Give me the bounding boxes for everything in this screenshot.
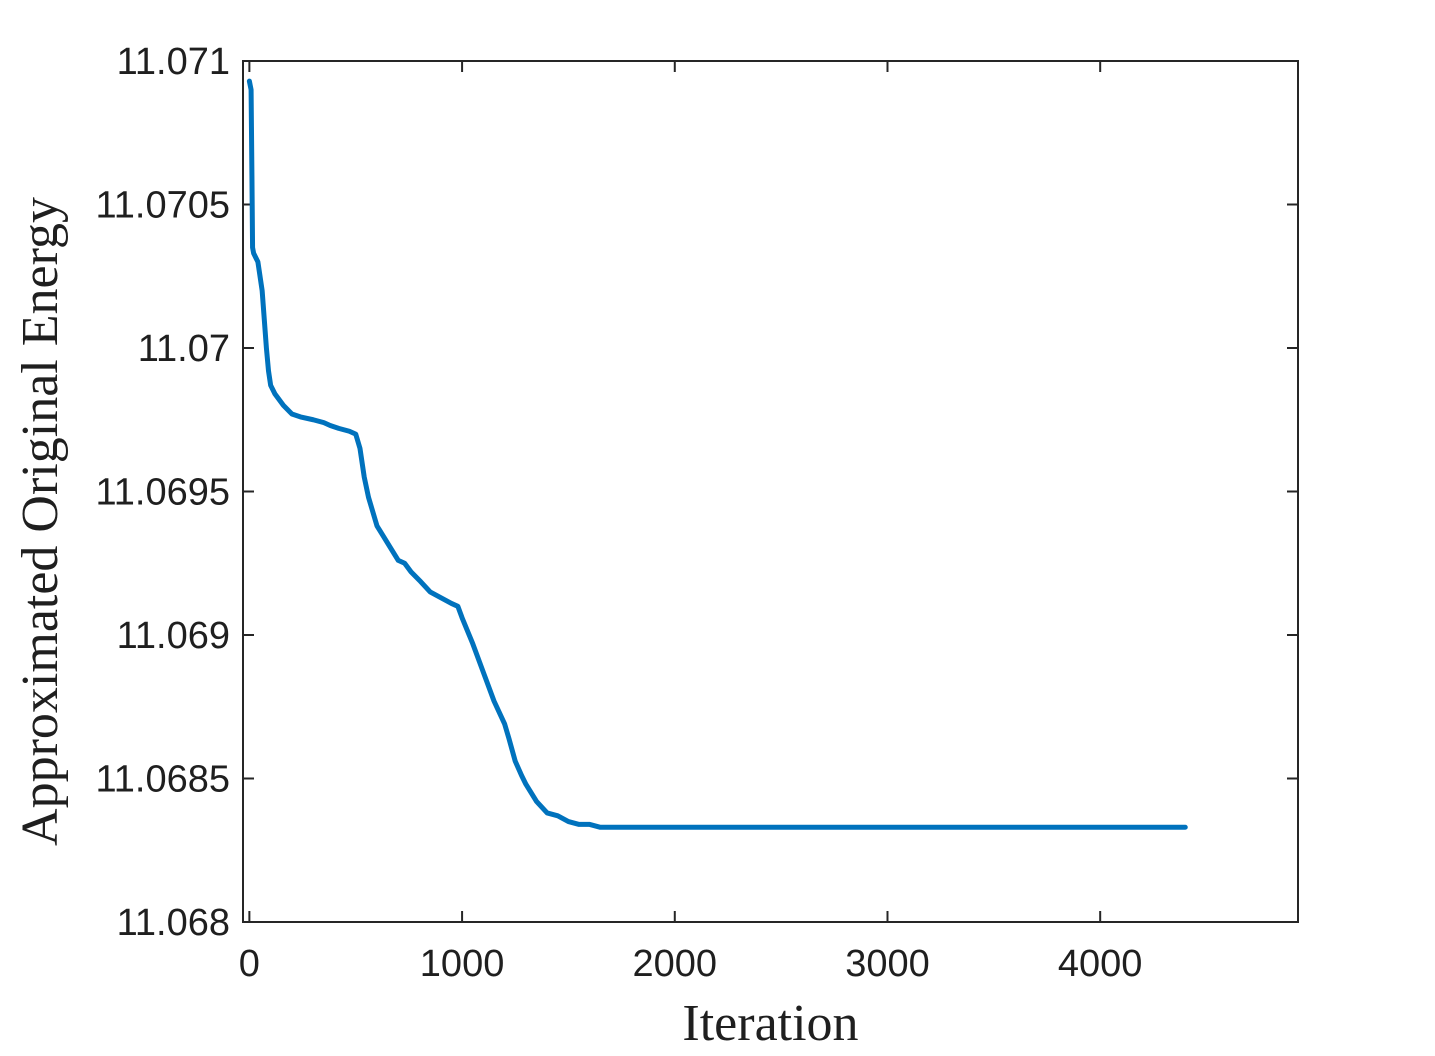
plot-area [242,60,1299,923]
x-tick-label: 0 [239,943,260,985]
x-tick-label: 1000 [420,943,505,985]
y-tick-label: 11.071 [117,41,230,83]
x-axis-tick-labels: 0 1000 2000 3000 4000 [239,943,1143,985]
y-tick-label: 11.0705 [95,185,230,227]
y-tick-label: 11.0695 [95,472,230,514]
y-axis-title: Approximated Original Energy [12,197,69,846]
y-axis-tick-labels: 11.068 11.0685 11.069 11.0695 11.07 11.0705 11… [95,41,230,944]
x-tick-label: 2000 [633,943,718,985]
x-tick-label: 4000 [1058,943,1143,985]
y-tick-label: 11.07 [138,328,230,370]
y-tick-label: 11.0685 [95,759,230,801]
energy-series-line [246,78,1188,830]
x-tick-label: 3000 [845,943,930,985]
y-tick-label: 11.069 [117,615,230,657]
y-tick-label: 11.068 [117,902,230,944]
tick-marks [243,60,1298,923]
x-axis-title: Iteration [682,995,858,1052]
